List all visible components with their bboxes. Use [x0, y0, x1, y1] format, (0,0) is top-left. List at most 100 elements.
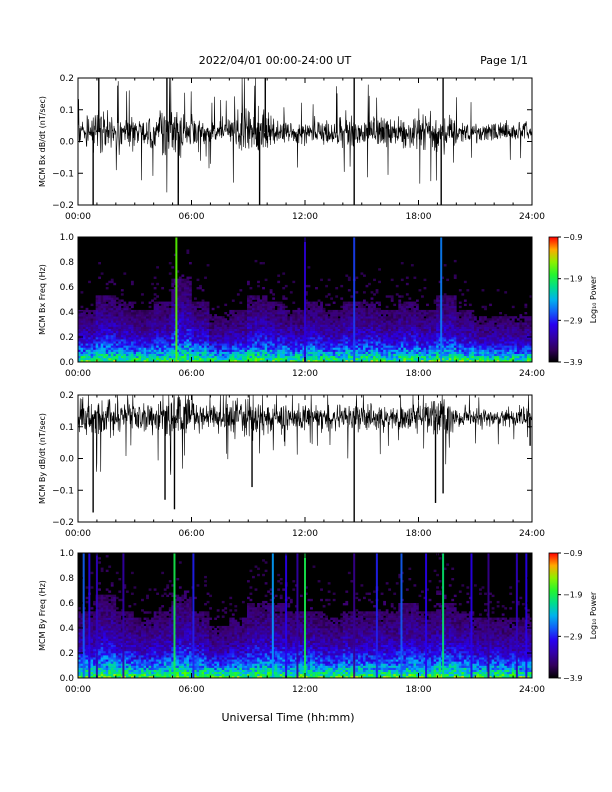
- spectrogram-cell: [395, 349, 399, 352]
- spectrogram-cell: [287, 355, 291, 359]
- spectrogram-cell: [373, 341, 376, 344]
- spectrogram-cell: [294, 343, 298, 346]
- spectrogram-cell: [130, 282, 134, 286]
- spectrogram-cell: [400, 322, 404, 325]
- spectrogram-cell: [378, 357, 381, 361]
- spectrogram-cell: [471, 332, 475, 336]
- spectrogram-cell: [156, 330, 160, 334]
- spectrogram-cell: [312, 353, 316, 357]
- spectrogram-cell: [229, 332, 233, 336]
- spectrogram-cell: [393, 357, 397, 361]
- spectrogram-cell: [196, 328, 200, 332]
- spectrogram-cell: [158, 343, 162, 346]
- spectrogram-cell: [342, 355, 346, 359]
- spectrogram-cell: [476, 334, 480, 338]
- spectrogram-cell: [461, 324, 465, 327]
- spectrogram-cell: [216, 332, 220, 336]
- spectrogram-cell: [388, 349, 392, 352]
- spectrogram-cell: [269, 345, 273, 348]
- spectrogram-cell: [113, 301, 117, 304]
- spectrogram-cell: [390, 297, 394, 300]
- spectrogram-cell: [292, 280, 296, 284]
- spectrogram-cell: [335, 339, 339, 342]
- spectrogram-cell: [355, 301, 359, 304]
- spectrogram-cell: [421, 332, 424, 336]
- spectrogram-cell: [274, 322, 278, 325]
- spectrogram-cell: [118, 332, 122, 336]
- spectrogram-cell: [257, 332, 260, 336]
- spectrogram-cell: [171, 349, 175, 352]
- spectrogram-cell: [151, 316, 154, 319]
- spectrogram-cell: [380, 341, 384, 344]
- spectrogram-cell: [113, 303, 117, 307]
- spectrogram-cell: [368, 341, 371, 344]
- spectrogram-cell: [176, 334, 180, 338]
- spectrogram-cell: [130, 301, 134, 304]
- spectrogram-cell: [330, 357, 334, 361]
- spectrogram-cell: [133, 355, 137, 359]
- spectrogram-cell: [173, 337, 177, 340]
- spectrogram-cell: [405, 357, 409, 361]
- spectrogram-cell: [244, 347, 248, 350]
- spectrogram-cell: [479, 326, 482, 329]
- spectrogram-cell: [375, 349, 379, 352]
- spectrogram-cell: [138, 351, 142, 354]
- spectrogram-cell: [158, 347, 162, 350]
- spectrogram-cell: [461, 347, 465, 350]
- spectrogram-cell: [168, 324, 172, 327]
- spectrogram-cell: [78, 332, 81, 336]
- spectrogram-cell: [93, 343, 96, 346]
- spectrogram-cell: [125, 305, 129, 309]
- spectrogram-cell: [221, 334, 225, 338]
- spectrogram-cell: [138, 318, 142, 321]
- spectrogram-cell: [244, 349, 248, 352]
- y-axis-label: MCM Bx dB/dt (nT/sec): [38, 96, 47, 187]
- spectrogram-cell: [264, 309, 268, 313]
- spectrogram-cell: [226, 341, 230, 344]
- spectrogram-cell: [123, 332, 127, 336]
- spectrogram-cell: [368, 305, 371, 309]
- spectrogram-cell: [340, 322, 344, 325]
- spectrogram-cell: [307, 345, 311, 348]
- spectrogram-cell: [115, 343, 119, 346]
- spectrogram-cell: [428, 312, 432, 315]
- spectrogram-cell: [448, 320, 452, 323]
- spectrogram-cell: [315, 303, 318, 307]
- spectrogram-cell: [231, 312, 235, 315]
- spectrogram-cell: [335, 316, 339, 319]
- spectrogram-cell: [388, 330, 392, 334]
- spectrogram-cell: [436, 322, 439, 325]
- spectrogram-cell: [100, 316, 104, 319]
- spectrogram-cell: [244, 345, 248, 348]
- spectrogram-cell: [267, 347, 270, 350]
- spectrogram-cell: [380, 320, 384, 323]
- spectrogram-cell: [431, 355, 434, 359]
- spectrogram-cell: [438, 345, 442, 348]
- spectrogram-cell: [317, 345, 321, 348]
- spectrogram-cell: [509, 334, 513, 338]
- spectrogram-cell: [115, 305, 119, 309]
- spectrogram-cell: [322, 349, 326, 352]
- spectrogram-cell: [80, 330, 84, 334]
- spectrogram-cell: [446, 301, 450, 304]
- spectrogram-cell: [363, 357, 366, 361]
- spectrogram-cell: [168, 359, 172, 363]
- spectrogram-cell: [466, 353, 470, 357]
- spectrogram-cell: [511, 322, 515, 325]
- spectrogram-cell: [257, 295, 260, 298]
- spectrogram-cell: [158, 349, 162, 352]
- spectrogram-cell: [199, 339, 202, 342]
- spectrogram-cell: [158, 337, 162, 340]
- spectrogram-cell: [146, 359, 149, 363]
- spectrogram-cell: [463, 347, 467, 350]
- spectrogram-cell: [254, 345, 258, 348]
- spectrogram-cell: [269, 347, 273, 350]
- spectrogram-cell: [456, 332, 460, 336]
- spectrogram-cell: [504, 322, 508, 325]
- spectrogram-cell: [370, 297, 374, 300]
- spectrogram-cell: [453, 326, 457, 329]
- spectrogram-cell: [277, 324, 281, 327]
- spectrogram-cell: [289, 351, 293, 354]
- spectrogram-cell: [100, 359, 104, 363]
- spectrogram-cell: [206, 359, 210, 363]
